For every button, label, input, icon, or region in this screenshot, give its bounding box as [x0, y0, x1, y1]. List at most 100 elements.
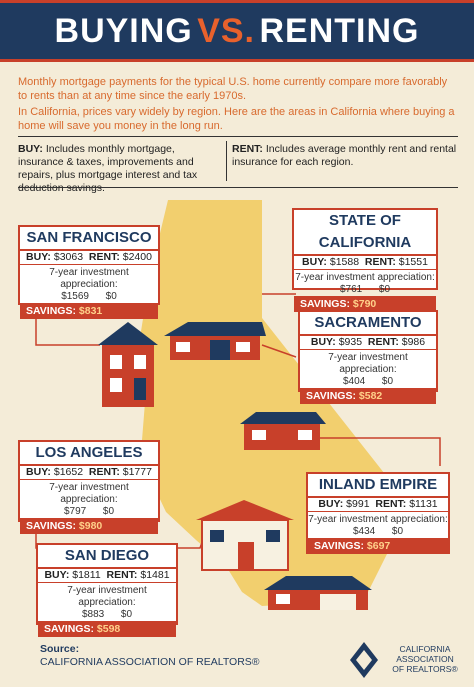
- title-vs: VS.: [197, 12, 256, 50]
- central-house-icon: [240, 412, 326, 450]
- buy-definition: BUY: Includes monthly mortgage, insuranc…: [18, 143, 223, 195]
- investment-label: 7-year investment appreciation:: [67, 585, 147, 608]
- card-inland-empire: INLAND EMPIRE BUY: $991 RENT: $1131 7-ye…: [306, 472, 450, 554]
- investment-block: 7-year investment appreciation: $1569 $0: [20, 264, 158, 303]
- buy-value: $1588: [329, 256, 360, 268]
- card-san-diego: SAN DIEGO BUY: $1811 RENT: $1481 7-year …: [36, 543, 178, 637]
- buy-value: $1811: [72, 569, 101, 581]
- region-name: INLAND EMPIRE: [308, 474, 448, 498]
- investment-buy: $404: [342, 376, 366, 387]
- savings-row: SAVINGS: $697: [308, 538, 448, 554]
- savings-value: $582: [358, 390, 383, 402]
- logo-line-2: ASSOCIATION: [396, 654, 454, 664]
- logo-text: CALIFORNIA ASSOCIATION OF REALTORS®: [382, 644, 468, 674]
- buy-label: BUY:: [302, 256, 327, 268]
- ranch-house-icon: [164, 322, 266, 360]
- savings-label: SAVINGS:: [44, 623, 94, 635]
- intro-paragraph-2: In California, prices vary widely by reg…: [18, 106, 455, 132]
- investment-block: 7-year investment appreciation: $761 $0: [294, 269, 436, 296]
- savings-label: SAVINGS:: [314, 540, 364, 552]
- region-name: SACRAMENTO: [300, 312, 436, 336]
- savings-label: SAVINGS:: [26, 305, 76, 317]
- savings-row: SAVINGS: $831: [20, 303, 158, 319]
- card-san-francisco: SAN FRANCISCO BUY: $3063 RENT: $2400 7-y…: [18, 225, 160, 319]
- logo-line-3: OF REALTORS®: [392, 664, 458, 674]
- divider-bottom: [18, 187, 458, 188]
- region-name: SAN FRANCISCO: [20, 227, 158, 251]
- buy-value: $991: [346, 498, 370, 510]
- buy-definition-text: Includes monthly mortgage, insurance & t…: [18, 143, 198, 194]
- savings-row: SAVINGS: $980: [20, 518, 158, 534]
- rent-definition-label: RENT:: [232, 143, 263, 155]
- title-renting: RENTING: [259, 12, 420, 50]
- san-diego-house-icon: [264, 576, 372, 610]
- buy-value: $1652: [53, 466, 84, 478]
- source-note: Source: CALIFORNIA ASSOCIATION OF REALTO…: [40, 643, 260, 669]
- investment-buy: $434: [352, 526, 376, 537]
- title-buying: BUYING: [54, 12, 193, 50]
- source-text: CALIFORNIA ASSOCIATION OF REALTORS®: [40, 656, 260, 668]
- victorian-house-icon: [98, 322, 158, 407]
- buy-rent-row: BUY: $991 RENT: $1131: [308, 498, 448, 511]
- investment-buy: $1569: [61, 291, 89, 302]
- investment-rent: $0: [102, 506, 115, 517]
- la-house-icon: [196, 500, 294, 571]
- rent-definition-text: Includes average monthly rent and rental…: [232, 143, 457, 168]
- rent-label: RENT:: [375, 498, 407, 510]
- investment-rent: $0: [381, 376, 394, 387]
- rent-value: $1481: [140, 569, 170, 581]
- buy-label: BUY:: [44, 569, 70, 581]
- savings-label: SAVINGS:: [300, 298, 350, 310]
- buy-label: BUY:: [310, 336, 336, 348]
- region-name: SAN DIEGO: [38, 545, 176, 569]
- rent-value: $1131: [409, 498, 438, 510]
- rent-label: RENT:: [88, 466, 120, 478]
- investment-label: 7-year investment appreciation:: [328, 352, 408, 375]
- buy-label: BUY:: [26, 251, 51, 263]
- region-name: LOS ANGELES: [20, 442, 158, 466]
- card-los-angeles: LOS ANGELES BUY: $1652 RENT: $1777 7-yea…: [18, 440, 160, 534]
- investment-rent: $0: [120, 609, 133, 620]
- savings-label: SAVINGS:: [26, 520, 76, 532]
- logo-line-1: CALIFORNIA: [399, 644, 451, 654]
- title-banner: BUYING VS. RENTING: [0, 0, 474, 62]
- investment-rent: $0: [391, 526, 404, 537]
- buy-label: BUY:: [26, 466, 51, 478]
- buy-label: BUY:: [318, 498, 344, 510]
- investment-label: 7-year investment appreciation:: [49, 482, 129, 505]
- rent-label: RENT:: [367, 336, 399, 348]
- rent-label: RENT:: [106, 569, 138, 581]
- card-sacramento: SACRAMENTO BUY: $935 RENT: $986 7-year i…: [298, 310, 438, 404]
- investment-rent: $0: [378, 284, 391, 295]
- rent-label: RENT:: [364, 256, 396, 268]
- savings-value: $598: [96, 623, 121, 635]
- investment-label: 7-year investment appreciation:: [308, 514, 448, 525]
- buy-rent-row: BUY: $1588 RENT: $1551: [294, 256, 436, 269]
- buy-definition-label: BUY:: [18, 143, 43, 155]
- rent-value: $1777: [122, 466, 152, 478]
- savings-label: SAVINGS:: [306, 390, 356, 402]
- connector-ie: [296, 437, 441, 466]
- rent-definition: RENT: Includes average monthly rent and …: [232, 143, 458, 169]
- divider-top: [18, 136, 458, 137]
- investment-buy: $761: [339, 284, 363, 295]
- investment-block: 7-year investment appreciation: $797 $0: [20, 479, 158, 518]
- rent-value: $2400: [122, 251, 152, 263]
- investment-block: 7-year investment appreciation: $883 $0: [38, 582, 176, 621]
- buy-rent-row: BUY: $1811 RENT: $1481: [38, 569, 176, 582]
- investment-block: 7-year investment appreciation: $434 $0: [308, 511, 448, 538]
- savings-value: $790: [352, 298, 377, 310]
- savings-row: SAVINGS: $582: [300, 388, 436, 404]
- buy-value: $3063: [53, 251, 84, 263]
- connector-sac: [261, 344, 297, 358]
- buy-rent-row: BUY: $3063 RENT: $2400: [20, 251, 158, 264]
- rent-value: $1551: [398, 256, 428, 268]
- source-label: Source:: [40, 643, 80, 655]
- investment-block: 7-year investment appreciation: $404 $0: [300, 349, 436, 388]
- savings-value: $980: [78, 520, 103, 532]
- car-logo: CALIFORNIA ASSOCIATION OF REALTORS®: [348, 640, 468, 682]
- savings-row: SAVINGS: $598: [38, 621, 176, 637]
- rent-value: $986: [401, 336, 426, 348]
- buy-value: $935: [338, 336, 363, 348]
- savings-value: $697: [366, 540, 391, 552]
